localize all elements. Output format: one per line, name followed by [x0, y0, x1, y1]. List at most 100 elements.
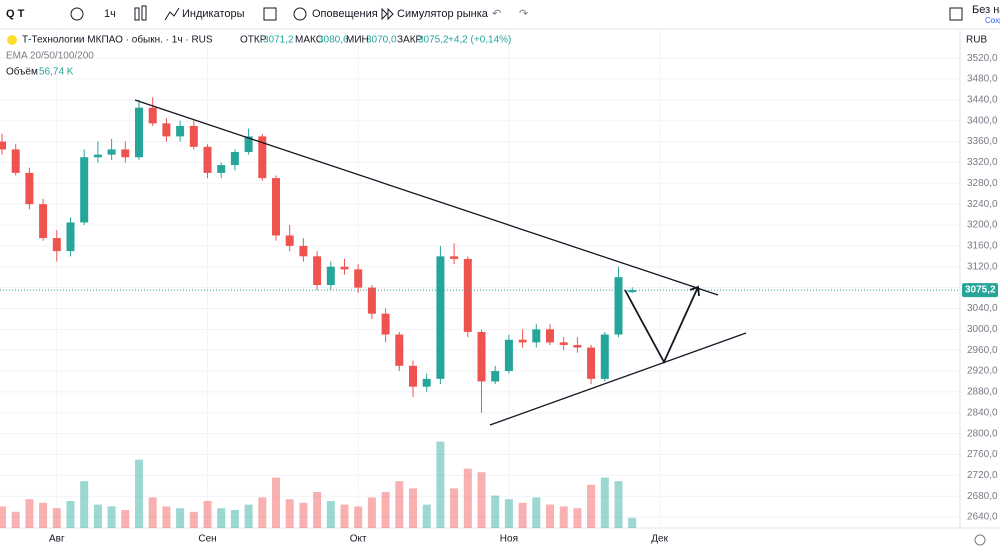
ohlc-value: 3075,2: [418, 35, 449, 46]
volume-bar: [450, 488, 459, 528]
candle-body: [559, 342, 568, 345]
ohlc-label: ЗАКР: [397, 35, 423, 46]
ohlc-value: 3071,2: [263, 35, 294, 46]
last-price-badge: [962, 283, 998, 298]
symbol-search[interactable]: Q T: [6, 8, 25, 20]
x-tick-label: Авг: [49, 534, 65, 545]
save-label[interactable]: Сохр: [985, 16, 1000, 25]
volume-bar: [272, 477, 280, 528]
candle-body: [600, 334, 609, 379]
candle-body: [66, 222, 75, 252]
volume-bar: [230, 510, 239, 528]
volume-bar: [395, 481, 404, 528]
volume-bar: [0, 506, 6, 528]
x-tick-label: Окт: [350, 534, 367, 545]
candle-body: [367, 287, 376, 314]
volume-bar: [628, 517, 637, 528]
account-label[interactable]: Без на: [972, 4, 1000, 16]
y-tick-label: 2880,0: [967, 387, 998, 398]
alerts-button[interactable]: Оповещения: [312, 8, 378, 20]
candle-body: [463, 258, 472, 332]
candle-body: [52, 238, 61, 252]
volume-bar: [148, 497, 157, 528]
currency[interactable]: RUB: [966, 35, 987, 46]
y-tick-label: 3240,0: [967, 199, 998, 210]
candle-body: [354, 269, 363, 288]
y-tick-label: 3360,0: [967, 136, 998, 147]
replay-icon: [381, 7, 394, 21]
symbol-logo: [7, 35, 17, 45]
volume-bar: [354, 506, 363, 528]
volume-bar: [66, 501, 75, 528]
volume-bar: [559, 506, 568, 528]
volume-bar: [326, 501, 335, 528]
layouts-button[interactable]: [263, 7, 277, 21]
y-tick-label: 3440,0: [967, 95, 998, 106]
candle-body: [381, 313, 390, 335]
ohlc-value: 3070,0: [366, 35, 397, 46]
legend-title: Т-Технологии МКПАО · обыкн. · 1ч · RUS: [22, 34, 213, 46]
volume-bar: [121, 510, 130, 528]
volume-bar: [203, 501, 212, 528]
candle-body: [230, 152, 239, 166]
arrow-head: [689, 285, 700, 297]
y-tick-label: 2640,0: [967, 512, 998, 523]
candle-body: [176, 125, 185, 137]
candle-body: [148, 107, 157, 124]
toolbar: [0, 0, 1000, 29]
volume-bar: [80, 481, 89, 528]
settings-button[interactable]: [974, 534, 986, 546]
candle-body: [340, 266, 349, 270]
volume-bar: [600, 477, 609, 528]
chart-type-icon[interactable]: [134, 7, 140, 21]
candle-body: [614, 277, 623, 335]
candle-body: [0, 141, 6, 150]
volume-bar: [11, 511, 20, 528]
volume-bar: [313, 492, 322, 528]
candle-body: [244, 136, 253, 153]
undo-button[interactable]: ↶: [492, 8, 501, 20]
volume-bar: [25, 499, 34, 528]
ohlc-label: МАКС: [295, 35, 323, 46]
volume-bar: [107, 506, 116, 528]
candle-body: [491, 371, 500, 382]
candle-body: [39, 204, 48, 239]
ohlc-change: +4,2 (+0,14%): [448, 35, 511, 46]
candle-body: [11, 149, 20, 173]
add-symbol[interactable]: [70, 7, 84, 21]
candle-body: [532, 329, 541, 343]
trend-line: [134, 99, 719, 296]
interval[interactable]: 1ч: [104, 8, 116, 20]
ema-legend: EMA 20/50/100/200: [6, 51, 94, 62]
candle-body: [450, 256, 459, 259]
candle-body: [326, 266, 335, 285]
volume-bar: [546, 504, 554, 528]
volume-bar: [436, 441, 445, 528]
layout-toggle[interactable]: [949, 7, 963, 21]
volume-bar: [162, 506, 171, 528]
ohlc-value: 3080,6: [318, 35, 349, 46]
candle-body: [518, 339, 527, 343]
volume-bar: [189, 511, 198, 528]
redo-button[interactable]: ↷: [519, 8, 528, 20]
candle-body: [258, 136, 267, 179]
y-tick-label: 3160,0: [967, 241, 998, 252]
candle-body: [299, 245, 308, 257]
y-tick-label: 2760,0: [967, 449, 998, 460]
volume-bar: [381, 492, 390, 528]
indicators-button[interactable]: Индикаторы: [182, 8, 245, 20]
volume-bar: [135, 459, 143, 528]
volume-bar: [176, 508, 185, 528]
volume-bar: [587, 484, 596, 528]
plot-area: 2640,0 2680,0 2720,0 2760,0 2800,0 2840,0 2880…: [0, 30, 998, 545]
y-tick-label: 2960,0: [967, 345, 998, 356]
candle-body: [477, 331, 486, 382]
candle-body: [504, 339, 513, 372]
y-tick-label: 3480,0: [967, 74, 998, 85]
replay-button[interactable]: Симулятор рынка: [397, 8, 489, 20]
candle-body: [272, 178, 280, 236]
volume-bar: [217, 508, 226, 528]
y-tick-label: 2800,0: [967, 428, 998, 439]
volume-bar: [367, 497, 376, 528]
